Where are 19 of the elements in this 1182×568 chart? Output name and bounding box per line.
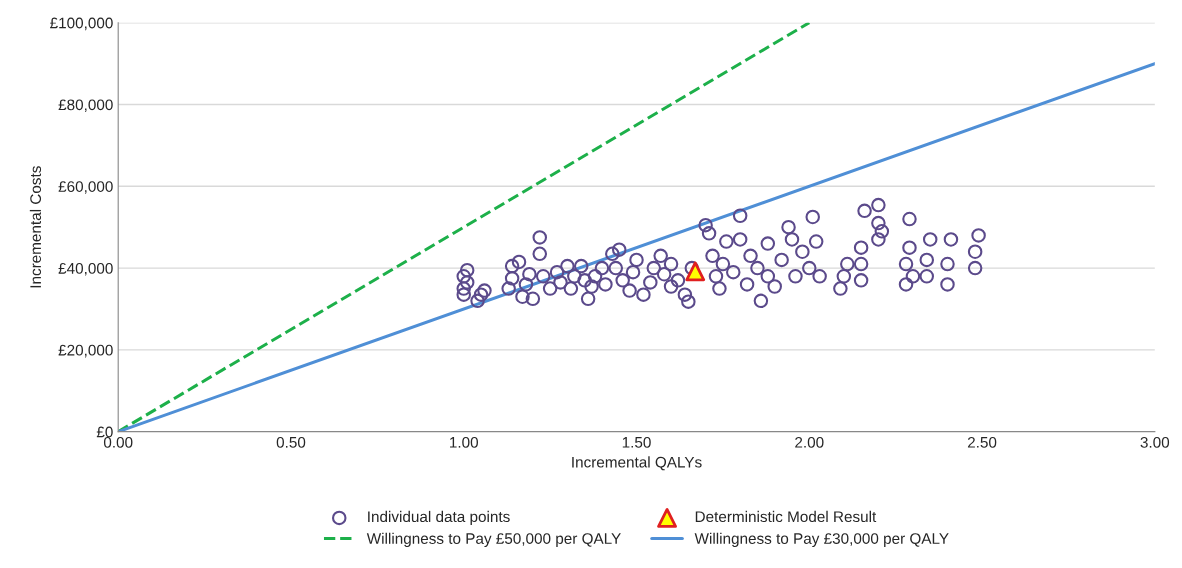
x-tick-label: 1.00 xyxy=(450,436,479,448)
x-tick-label: 2.00 xyxy=(795,436,824,448)
y-tick-label: £60,000 xyxy=(58,181,113,194)
y-tick-label: £100,000 xyxy=(50,17,113,31)
y-tick-label: £0 xyxy=(96,426,113,438)
y-tick-label: £40,000 xyxy=(58,262,113,276)
x-tick-label: 3.00 xyxy=(1140,436,1170,448)
legend-label: Willingness to Pay £30,000 per QALY xyxy=(694,532,949,547)
x-tick-label: 2.50 xyxy=(967,436,997,448)
legend-label: Deterministic Model Result xyxy=(695,510,877,523)
y-tick-label: £80,000 xyxy=(58,99,113,112)
y-axis-title: Incremental Costs xyxy=(29,166,42,288)
x-tick-label: 0.00 xyxy=(103,436,133,448)
legend-label: Willingness to Pay £50,000 per QALY xyxy=(366,532,621,547)
x-axis-title: Incremental QALYs xyxy=(572,456,702,471)
legend-label: Individual data points xyxy=(368,510,510,526)
x-tick-label: 1.50 xyxy=(622,436,651,448)
x-tick-label: 0.50 xyxy=(276,436,306,448)
y-tick-label: £20,000 xyxy=(58,344,113,358)
